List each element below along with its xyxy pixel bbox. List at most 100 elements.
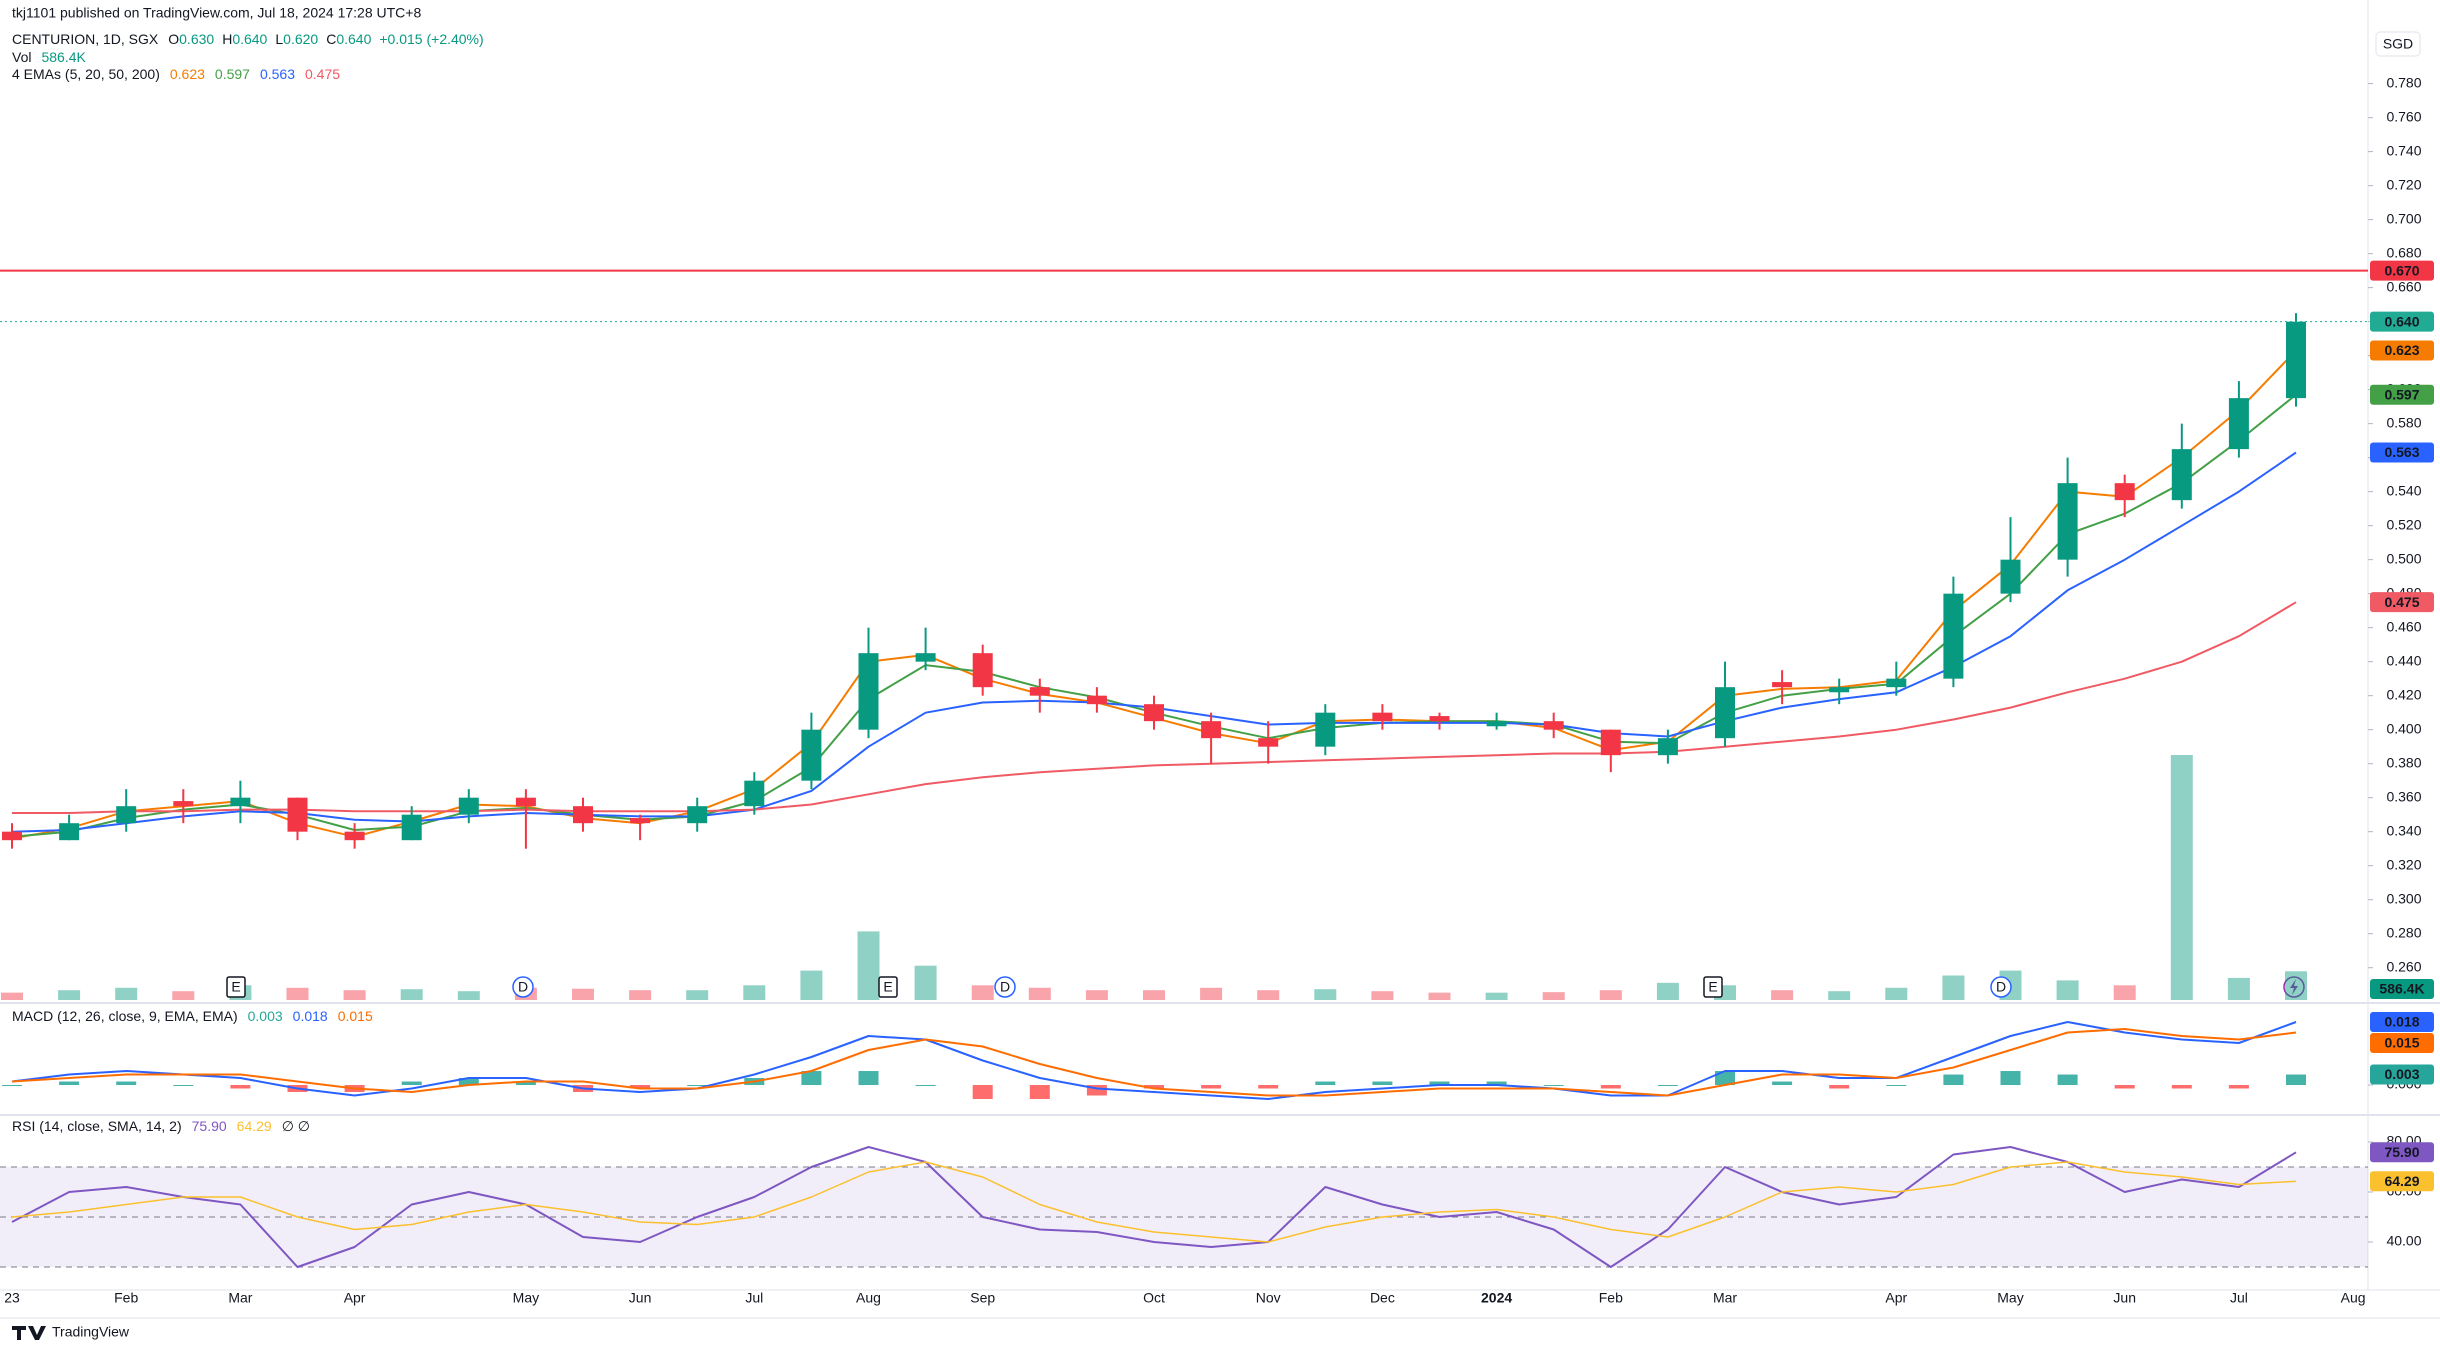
x-tick-label: Jul <box>745 1290 763 1306</box>
y-tick-label: 0.340 <box>2386 822 2421 838</box>
volume-bar <box>400 989 423 1000</box>
macd-histogram-bar <box>515 1081 536 1086</box>
event-label: E <box>231 979 240 995</box>
x-tick-label: Feb <box>1599 1290 1623 1306</box>
candle-body <box>2000 559 2021 594</box>
price-tag <box>2370 592 2434 613</box>
price-tag-label: 0.597 <box>2384 386 2419 402</box>
legend-item: MACD (12, 26, close, 9, EMA, EMA) <box>12 1008 238 1024</box>
candle-body <box>630 818 651 824</box>
volume-bar <box>286 987 309 1000</box>
volume-bar <box>2056 980 2079 1000</box>
legend-item: 0.620 <box>283 31 318 47</box>
macd-histogram-bar <box>687 1085 708 1087</box>
macd-histogram-bar <box>2057 1074 2078 1086</box>
macd-histogram-bar <box>401 1081 422 1086</box>
event-label: D <box>1000 979 1010 995</box>
candle-body <box>687 806 708 824</box>
price-tag <box>2370 1033 2434 1054</box>
volume-bar <box>2170 755 2193 1000</box>
candle-body <box>116 806 137 824</box>
y-tick-label: 0.660 <box>2386 278 2421 294</box>
macd-histogram-bar <box>1772 1081 1793 1086</box>
x-tick-label: Aug <box>2341 1290 2366 1306</box>
event-marker <box>226 976 246 998</box>
candle-body <box>1315 712 1336 747</box>
macd-histogram-bar <box>801 1071 822 1086</box>
x-tick-label: Feb <box>114 1290 138 1306</box>
price-tag-label: 75.90 <box>2384 1144 2419 1160</box>
macd-histogram-bar <box>2286 1074 2306 1086</box>
legend-item: 0.623 <box>170 66 205 82</box>
candle-body <box>573 806 593 824</box>
legend-item: RSI (14, close, SMA, 14, 2) <box>12 1118 182 1134</box>
currency-button[interactable] <box>2375 31 2421 57</box>
volume-bar <box>857 931 880 1000</box>
candle-body <box>1029 687 1050 696</box>
event-label: D <box>1996 979 2006 995</box>
price-tag <box>2370 1012 2434 1033</box>
price-tag-label: 0.003 <box>2384 1066 2419 1082</box>
legend-item: 0.475 <box>305 66 340 82</box>
legend-item: C <box>326 31 336 47</box>
x-tick-label: Oct <box>1143 1290 1165 1306</box>
x-tick-label: Mar <box>1713 1290 1737 1306</box>
legend: 4 EMAs (5, 20, 50, 200) 0.623 0.597 0.563 0.… <box>12 66 340 82</box>
y-tick-label: 0.540 <box>2386 482 2421 498</box>
volume-tag-label: 586.4K <box>2379 981 2424 997</box>
volume-bar <box>2227 977 2250 1000</box>
legend: RSI (14, close, SMA, 14, 2) 75.90 64.29 ∅ ∅ <box>12 1118 310 1134</box>
candle-body <box>1372 712 1393 722</box>
y-tick-label: 0.380 <box>2386 754 2421 770</box>
volume-bar <box>1942 975 1965 1000</box>
macd-histogram-bar <box>1315 1081 1336 1086</box>
candle-body <box>1086 695 1107 705</box>
brand: TradingView <box>52 1324 130 1340</box>
volume-tag <box>2370 979 2434 999</box>
price-tag <box>2370 1142 2434 1163</box>
candle-body <box>2171 449 2192 501</box>
event-marker <box>512 976 534 998</box>
alert-bolt[interactable] <box>2290 979 2298 995</box>
event-label: E <box>1708 979 1717 995</box>
currency[interactable]: SGD <box>2383 36 2413 52</box>
ema-line <box>12 601 2297 814</box>
x-tick-label: Apr <box>344 1290 366 1306</box>
price-tag-label: 0.475 <box>2384 594 2419 610</box>
y-tick-label: 0.580 <box>2386 414 2421 430</box>
macd-histogram-bar <box>630 1085 651 1089</box>
candle-body <box>2286 321 2306 399</box>
macd-histogram-bar <box>173 1085 194 1087</box>
legend-item: 0.018 <box>293 1008 328 1024</box>
legend-item: Vol <box>12 49 31 65</box>
logo-shape <box>12 1326 46 1340</box>
macd-histogram-bar <box>2114 1085 2135 1089</box>
legend-item: O <box>168 31 179 47</box>
y-tick-label: 0.700 <box>2386 210 2421 226</box>
y-tick-label: 0.720 <box>2386 176 2421 192</box>
volume-bar <box>1828 991 1851 1000</box>
event-marker <box>1703 976 1723 998</box>
macd-histogram-bar <box>1029 1085 1050 1100</box>
legend: CENTURION, 1D, SGX O0.630 H0.640 L0.620 C0.6… <box>12 31 484 47</box>
x-tick-label: Jul <box>2230 1290 2248 1306</box>
y-tick-label: 0.460 <box>2386 618 2421 634</box>
macd-histogram-bar <box>1486 1081 1507 1086</box>
candle-body <box>915 653 936 662</box>
candle-body <box>2114 483 2135 501</box>
y-tick-label: 0.500 <box>2386 550 2421 566</box>
macd-histogram-bar <box>1600 1085 1621 1089</box>
candle-body <box>801 729 822 781</box>
x-tick-label: Apr <box>1885 1290 1907 1306</box>
candle-body <box>173 801 194 807</box>
y-tick-label: 0.280 <box>2386 924 2421 940</box>
alert-icon[interactable] <box>2283 976 2305 998</box>
legend-item: 75.90 <box>192 1118 227 1134</box>
candle-body <box>1144 704 1164 722</box>
candle-body <box>1486 721 1507 727</box>
volume-bar <box>115 987 138 1000</box>
y-tick-label: 0.760 <box>2386 108 2421 124</box>
price-tag-label: 0.563 <box>2384 444 2419 460</box>
macd-histogram-bar <box>458 1078 479 1086</box>
